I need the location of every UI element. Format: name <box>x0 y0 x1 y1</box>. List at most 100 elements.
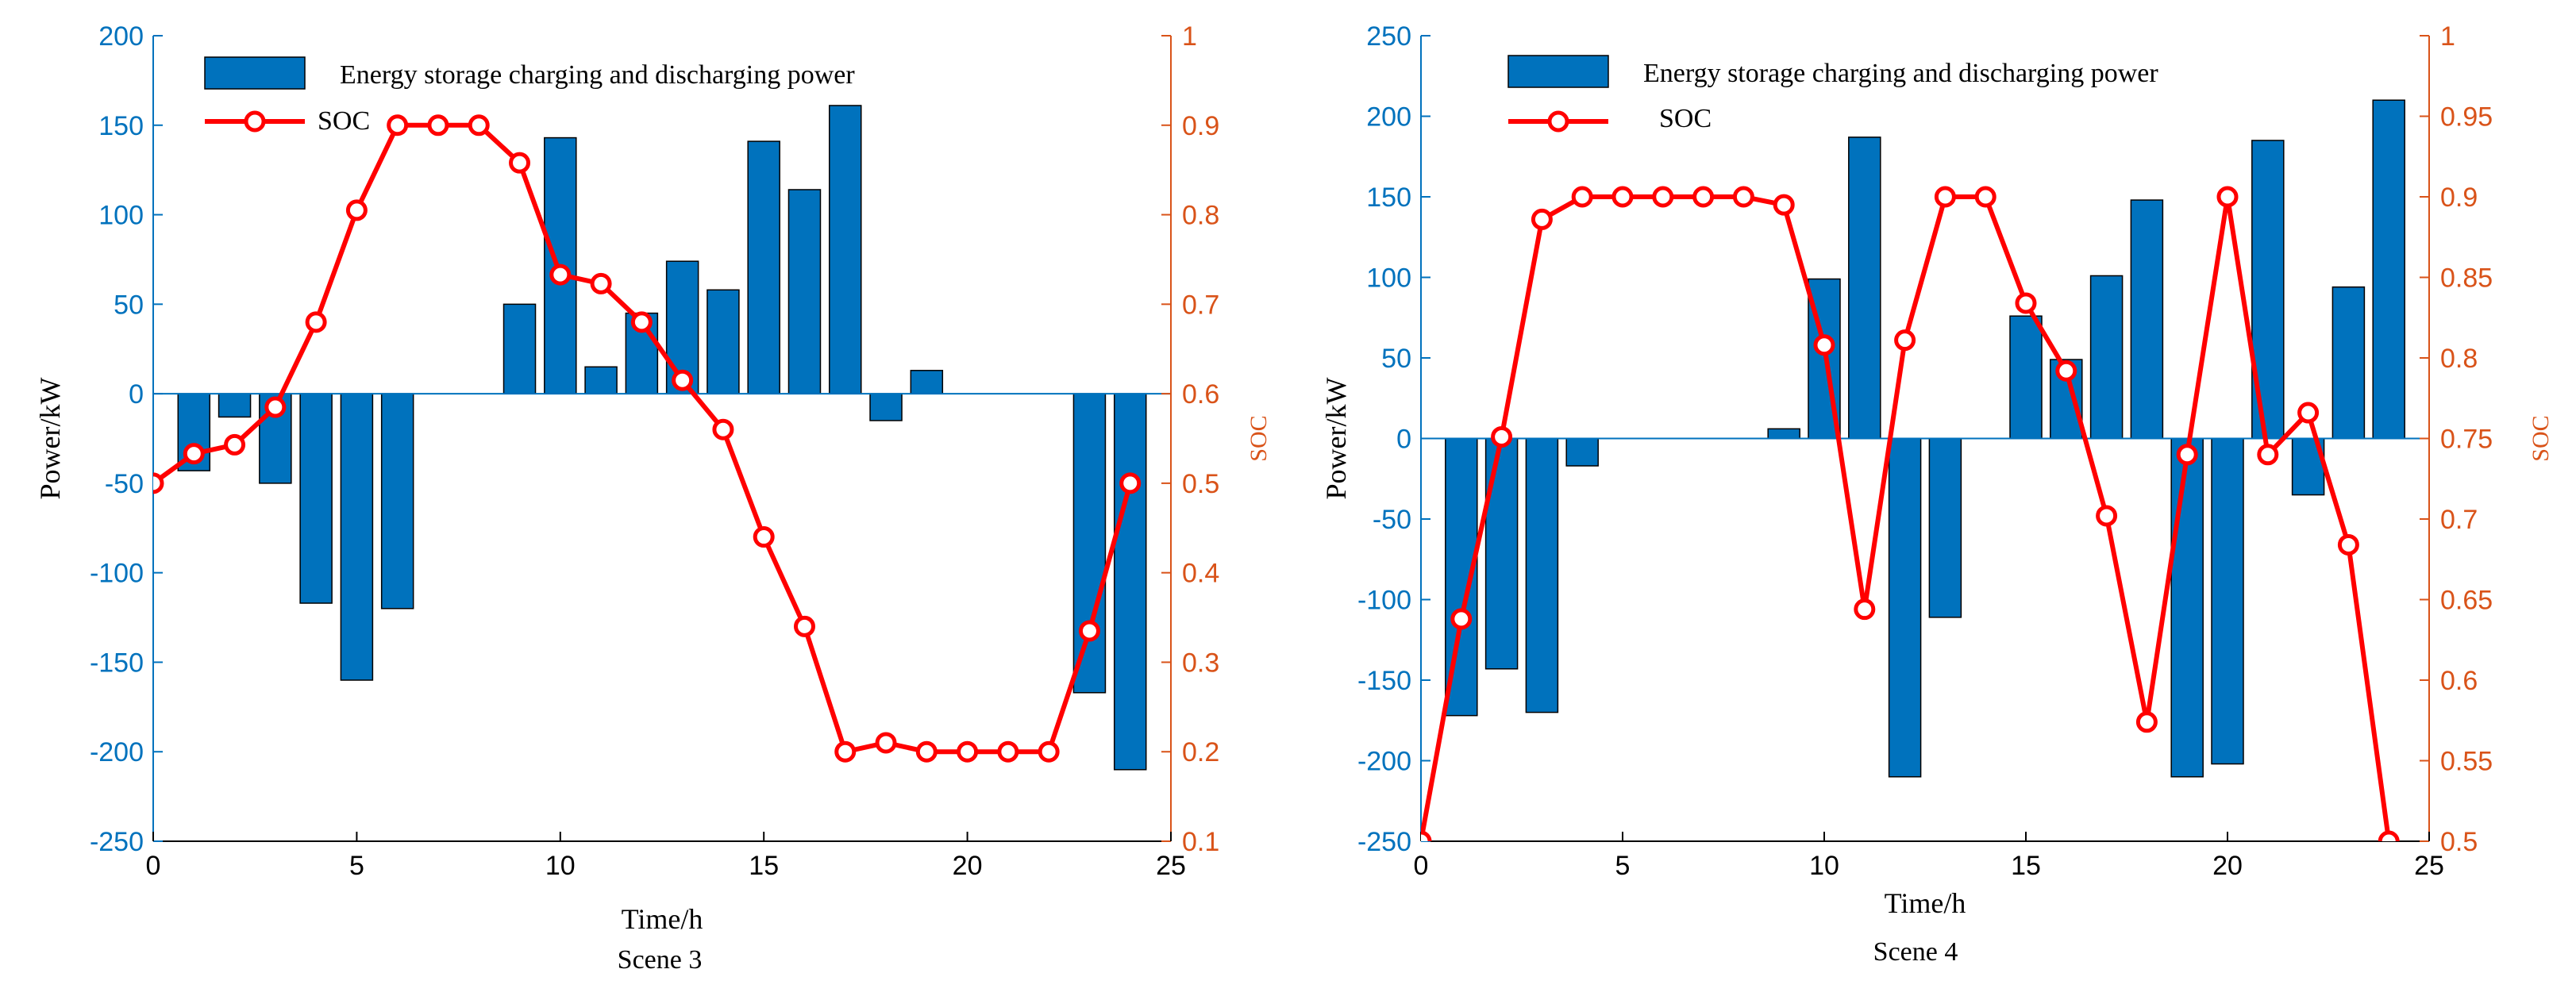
y-right-tick-label: 0.5 <box>1182 469 1219 499</box>
soc-point <box>2176 444 2198 466</box>
power-bar <box>1525 437 1559 713</box>
x-tick-label: 20 <box>2212 851 2243 881</box>
power-bar <box>380 393 414 610</box>
chart-caption: Scene 4 <box>1873 937 1958 967</box>
power-bar <box>2331 286 2366 440</box>
power-bar <box>1565 437 1599 467</box>
soc-point <box>1854 598 1876 621</box>
power-bar <box>787 189 822 394</box>
y-tick-label: 150 <box>98 111 144 141</box>
y-right-tick-label: 0.5 <box>2440 827 2478 857</box>
power-bar <box>747 140 780 394</box>
soc-point <box>957 740 979 763</box>
y-tick-label: -100 <box>1357 586 1411 616</box>
x-tick-label: 0 <box>1414 851 1429 881</box>
soc-point <box>1119 472 1142 494</box>
x-tick-label: 15 <box>2011 851 2041 881</box>
soc-point <box>1571 186 1593 208</box>
soc-point <box>1813 334 1835 356</box>
y-right-tick-label: 0.8 <box>2440 344 2478 374</box>
soc-point <box>427 114 449 137</box>
soc-point <box>672 369 694 391</box>
legend: Energy storage charging and discharging … <box>204 56 855 136</box>
legend: Energy storage charging and discharging … <box>1507 55 2158 133</box>
legend-label-soc: SOC <box>1659 104 1712 133</box>
soc-point <box>2216 186 2239 208</box>
legend-label-power: Energy storage charging and discharging … <box>1643 59 2158 88</box>
y-tick-label: -50 <box>1373 505 1411 535</box>
power-bar <box>584 366 618 394</box>
power-bar <box>1113 393 1147 771</box>
soc-series <box>1421 186 2400 841</box>
soc-point <box>1894 329 1916 352</box>
soc-point <box>2015 292 2037 314</box>
soc-point <box>183 443 205 465</box>
y-tick-label: -250 <box>90 827 144 857</box>
soc-point <box>712 418 734 440</box>
power-bar <box>299 393 333 604</box>
soc-point <box>590 272 612 294</box>
soc-point <box>1421 830 1432 841</box>
y-right-tick-label: 0.8 <box>1182 201 1219 231</box>
soc-point <box>153 472 164 494</box>
soc-point <box>2055 360 2077 382</box>
soc-point <box>1773 194 1795 216</box>
x-tick-label: 5 <box>349 851 364 881</box>
soc-point <box>305 311 327 333</box>
y-right-tick-label: 0.1 <box>1182 827 1219 857</box>
legend-label-soc: SOC <box>318 106 370 136</box>
y-tick-label: 100 <box>98 201 144 231</box>
soc-point <box>549 263 572 286</box>
soc-series <box>153 114 1142 763</box>
y-tick-label: -100 <box>90 559 144 589</box>
y-tick-label: 50 <box>1381 344 1411 374</box>
soc-point <box>1974 186 1996 208</box>
y-tick-label: 200 <box>98 21 144 52</box>
y-right-tick-label: 0.3 <box>1182 648 1219 678</box>
y-tick-label: -150 <box>90 648 144 678</box>
power-bar <box>1848 137 1881 440</box>
soc-point <box>1531 208 1553 230</box>
y-tick-label: 250 <box>1366 21 1411 52</box>
power-bar <box>1888 437 1922 778</box>
y-right-tick-label: 0.9 <box>1182 111 1219 141</box>
power-bar <box>2089 275 2124 440</box>
soc-point <box>1611 186 1634 208</box>
soc-point <box>2135 711 2158 733</box>
x-tick-label: 0 <box>146 851 161 881</box>
soc-point <box>224 433 246 456</box>
y-tick-label: 100 <box>1366 263 1411 294</box>
y-right-tick-label: 0.95 <box>2440 102 2493 133</box>
power-bar <box>2009 315 2043 440</box>
soc-point <box>875 732 897 754</box>
soc-point <box>753 526 775 548</box>
y-right-tick-label: 0.55 <box>2440 747 2493 777</box>
y-tick-label: 0 <box>129 379 144 410</box>
power-bar <box>869 393 903 421</box>
power-bar <box>625 312 659 394</box>
soc-point <box>2297 402 2320 424</box>
y-tick-label: 150 <box>1366 183 1411 213</box>
power-bar <box>2130 199 2164 440</box>
power-bar <box>218 393 252 418</box>
power-bar <box>340 393 374 681</box>
soc-point <box>793 615 815 637</box>
y-right-axis-label: SOC <box>2528 415 2554 461</box>
power-bar <box>1072 393 1107 694</box>
chart-scene-3: Scene 3 -250-200-150-100-500501001502000… <box>34 21 1272 975</box>
soc-point <box>1934 186 1956 208</box>
y-axis-label: Power/kW <box>1320 377 1352 499</box>
y-right-tick-label: 0.2 <box>1182 737 1219 767</box>
soc-point <box>345 199 368 221</box>
y-right-tick-label: 0.6 <box>1182 379 1219 410</box>
power-bar <box>1928 437 1962 618</box>
y-tick-label: 50 <box>114 290 144 320</box>
soc-point <box>2257 444 2279 466</box>
y-right-tick-label: 0.85 <box>2440 263 2493 294</box>
y-right-tick-label: 1 <box>1182 21 1197 52</box>
y-tick-label: 0 <box>1396 425 1411 455</box>
power-bar <box>910 370 944 394</box>
power-bar <box>829 105 862 394</box>
x-tick-label: 10 <box>545 851 576 881</box>
